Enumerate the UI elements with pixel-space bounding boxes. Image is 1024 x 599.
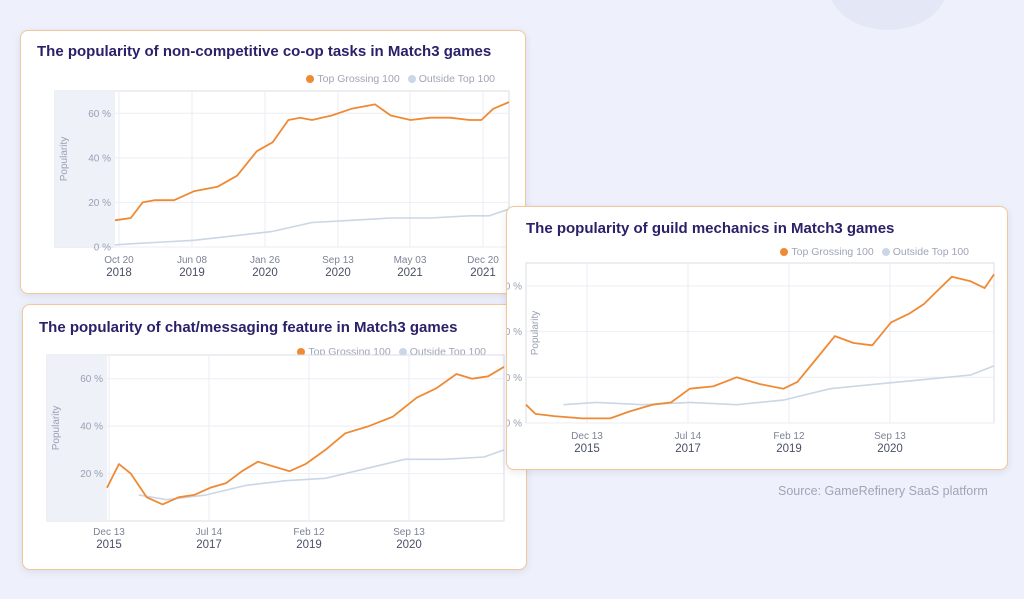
source-note: Source: GameRefinery SaaS platform [778,484,988,498]
plot-area [46,354,505,522]
x-tick-label: Sep 13 [322,255,354,266]
x-tick-label: May 03 [394,255,427,266]
series-line-top-grossing [525,273,995,420]
x-tick-year: 2021 [470,267,496,279]
chart-card-coop: The popularity of non-competitive co-op … [20,30,526,294]
chart-legend: Top Grossing 100 Outside Top 100 [298,73,495,85]
y-axis-band [47,355,107,521]
chart-title: The popularity of guild mechanics in Mat… [526,220,895,237]
x-tick-label: Dec 13 [571,431,603,442]
legend-swatch-outside [398,348,407,356]
legend-label-top: Top Grossing 100 [791,246,874,258]
legend-swatch-top [780,248,789,256]
x-tick-label: Sep 13 [393,527,425,538]
legend-swatch-top [297,348,306,356]
y-axis-label: Popularity [59,137,70,181]
y-tick-label: 0 % [507,419,522,430]
x-tick-year: 2017 [196,539,222,551]
x-tick-label: Jul 14 [196,527,223,538]
y-tick-label: 40 % [80,422,103,433]
decorative-circle [828,0,948,30]
chart-card-chat: The popularity of chat/messaging feature… [22,304,527,570]
series-line-outside-top [138,449,505,501]
x-tick-year: 2018 [106,267,132,279]
series-line-top-grossing [114,101,510,222]
y-tick-label: 0 % [94,243,111,254]
x-tick-label: Jan 26 [250,255,280,266]
series-line-top-grossing [106,366,505,506]
x-tick-year: 2020 [325,267,351,279]
x-tick-year: 2021 [397,267,423,279]
legend-swatch-top [306,75,315,83]
y-tick-label: 20 % [80,469,103,480]
x-tick-year: 2019 [179,267,205,279]
series-line-outside-top [114,208,510,246]
x-tick-year: 2019 [776,443,802,455]
x-tick-label: Dec 13 [93,527,125,538]
y-tick-label: 20 % [507,373,522,384]
legend-swatch-outside [407,75,416,83]
legend-swatch-outside [881,248,890,256]
x-tick-year: 2017 [675,443,701,455]
plot-area [525,262,995,424]
chart-title: The popularity of chat/messaging feature… [39,319,458,336]
x-tick-year: 2015 [574,443,600,455]
y-tick-label: 20 % [88,198,111,209]
x-tick-year: 2020 [877,443,903,455]
x-tick-label: Jul 14 [675,431,702,442]
chart-card-guild: The popularity of guild mechanics in Mat… [506,206,1008,470]
y-axis-band [55,91,115,247]
y-tick-label: 40 % [507,327,522,338]
x-tick-year: 2019 [296,539,322,551]
x-tick-year: 2020 [252,267,278,279]
y-axis-label: Popularity [530,311,541,355]
x-tick-year: 2020 [396,539,422,551]
y-tick-label: 60 % [507,281,522,292]
series-line-outside-top [563,365,995,406]
chart-legend: Top Grossing 100 Outside Top 100 [772,246,969,258]
x-tick-label: Jun 08 [177,255,207,266]
legend-label-top: Top Grossing 100 [317,73,400,85]
y-tick-label: 60 % [80,374,103,385]
x-tick-label: Dec 20 [467,255,499,266]
chart-title: The popularity of non-competitive co-op … [37,43,492,60]
legend-label-outside: Outside Top 100 [418,73,495,85]
x-tick-label: Oct 20 [104,255,134,266]
x-tick-label: Feb 12 [293,527,325,538]
x-tick-label: Sep 13 [874,431,906,442]
x-tick-label: Feb 12 [773,431,805,442]
y-tick-label: 60 % [88,109,111,120]
x-tick-year: 2015 [96,539,122,551]
plot-area [54,90,510,248]
legend-label-outside: Outside Top 100 [892,246,969,258]
y-axis-label: Popularity [51,406,62,450]
y-tick-label: 40 % [88,153,111,164]
